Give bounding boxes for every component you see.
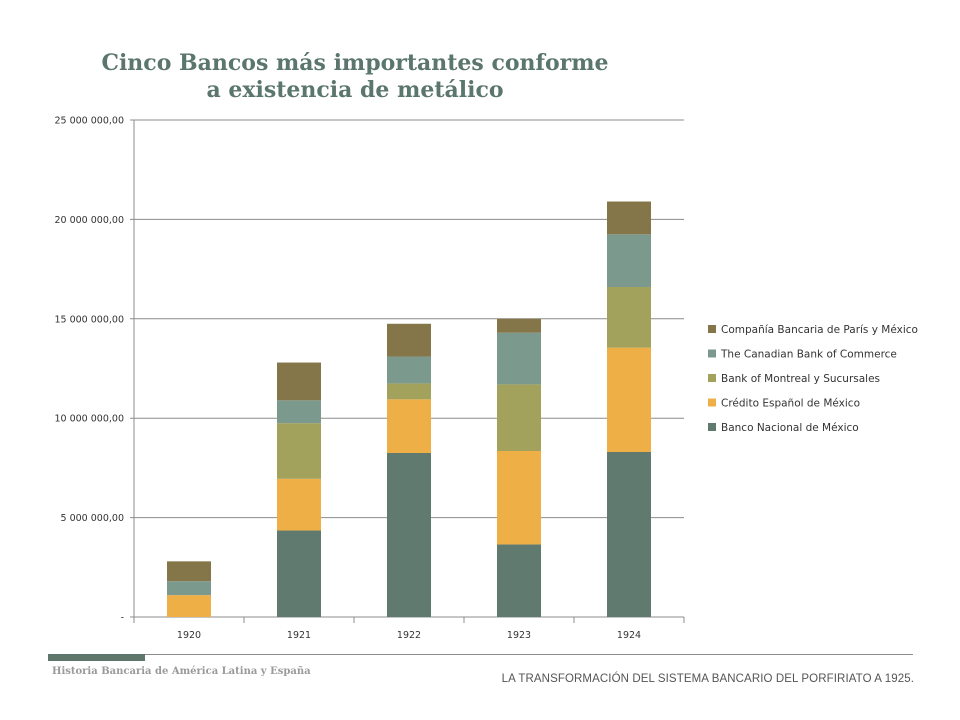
x-tick-label: 1924 — [617, 630, 641, 641]
bar-segment — [607, 451, 651, 617]
legend-label: Compañía Bancaria de París y México — [721, 324, 918, 336]
bar-segment — [277, 400, 321, 424]
legend-label: Banco Nacional de México — [721, 422, 859, 434]
x-tick-label: 1923 — [507, 630, 531, 641]
chart-title-line: Cinco Bancos más importantes conforme — [101, 50, 609, 76]
bar-segment — [277, 478, 321, 531]
bar-segment — [607, 201, 651, 235]
bar-segment — [607, 347, 651, 452]
y-tick-label: 10 000 000,00 — [54, 414, 124, 425]
bar-segment — [387, 452, 431, 617]
bar-segment — [387, 399, 431, 453]
stacked-bar-chart: - 5 000 000,00 10 000 000,00 15 000 000,00 2… — [54, 116, 918, 642]
bar-segment — [277, 423, 321, 479]
legend-label: The Canadian Bank of Commerce — [720, 349, 897, 361]
footer-divider — [145, 654, 913, 655]
x-tick-label: 1921 — [287, 630, 311, 641]
bar-segment — [277, 362, 321, 401]
y-tick-label: 25 000 000,00 — [54, 116, 124, 127]
chart-title: Cinco Bancos más importantes conforme a … — [100, 50, 610, 104]
bar-segment — [387, 356, 431, 384]
y-tick-label: 5 000 000,00 — [61, 513, 124, 524]
legend-swatch — [708, 423, 716, 431]
y-tick-label: - — [121, 613, 124, 624]
x-tick-label: 1922 — [397, 630, 421, 641]
bars — [167, 201, 651, 617]
footer-left-text: Historia Bancaria de América Latina y Es… — [52, 666, 311, 677]
legend-swatch — [708, 374, 716, 382]
x-tick-label: 1920 — [177, 630, 201, 641]
legend-label: Bank of Montreal y Sucursales — [721, 373, 880, 385]
legend: Compañía Bancaria de París y México The C… — [708, 324, 918, 434]
bar-segment — [387, 323, 431, 357]
bar-segment — [497, 318, 541, 333]
bar-segment — [167, 595, 211, 617]
bar-segment — [167, 581, 211, 596]
bar-segment — [497, 332, 541, 385]
y-tick-label: 15 000 000,00 — [54, 314, 124, 325]
bar-segment — [167, 561, 211, 582]
y-tick-label: 20 000 000,00 — [54, 215, 124, 226]
axes: - 5 000 000,00 10 000 000,00 15 000 000,00 2… — [54, 116, 685, 641]
bar-segment — [497, 451, 541, 545]
footer-accent-bar — [48, 654, 145, 661]
footer-right-text: LA TRANSFORMACIÓN DEL SISTEMA BANCARIO D… — [501, 673, 914, 685]
legend-swatch — [708, 349, 716, 358]
bar-segment — [387, 383, 431, 400]
bar-segment — [607, 234, 651, 287]
legend-label: Crédito Español de México — [721, 398, 860, 410]
bar-segment — [497, 544, 541, 617]
chart-title-line: a existencia de metálico — [206, 77, 504, 103]
bar-segment — [607, 286, 651, 348]
bar-segment — [277, 530, 321, 617]
legend-swatch — [708, 325, 716, 333]
bar-segment — [497, 384, 541, 452]
legend-swatch — [708, 398, 716, 407]
